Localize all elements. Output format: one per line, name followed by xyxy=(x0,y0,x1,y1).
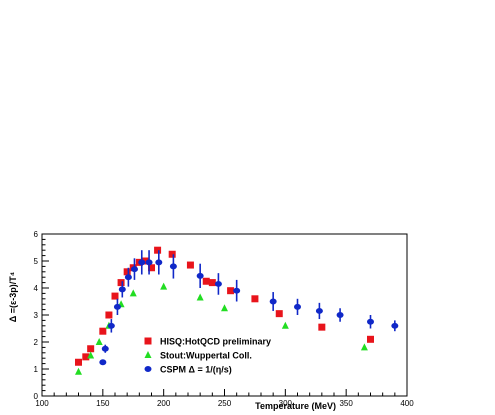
hisq-point xyxy=(168,250,176,258)
hisq-point xyxy=(367,335,374,343)
stout-point xyxy=(87,351,95,359)
cspm-point xyxy=(336,312,344,318)
y-tick-label: 4 xyxy=(34,284,39,293)
hisq-point xyxy=(123,268,131,276)
cspm-point xyxy=(130,266,138,273)
cspm-point xyxy=(101,345,109,352)
x-tick-label: 400 xyxy=(400,399,414,408)
cspm-point xyxy=(155,259,163,266)
cspm-point xyxy=(138,259,146,266)
series-circle xyxy=(99,250,399,366)
hisq-point xyxy=(148,264,155,272)
stout-point xyxy=(75,367,82,375)
x-tick-label: 350 xyxy=(339,399,353,408)
stout-point xyxy=(95,338,103,345)
y-tick-label: 5 xyxy=(34,257,39,266)
hisq-point xyxy=(208,279,216,287)
cspm-point xyxy=(233,287,241,294)
legend-label: CSPM Δ = 1/(η/s) xyxy=(160,365,232,375)
hisq-point xyxy=(227,287,235,295)
cspm-point xyxy=(169,263,177,270)
cspm-point xyxy=(107,322,115,329)
x-tick-label: 150 xyxy=(96,399,110,408)
legend-label: HISQ:HotQCD preliminary xyxy=(160,337,271,347)
series-square xyxy=(75,246,374,366)
x-axis-ticks: 100 150 200 250 300 350 400 xyxy=(35,389,414,408)
legend: HISQ:HotQCD preliminary Stout:Wuppertal C… xyxy=(144,337,271,375)
cspm-point xyxy=(315,307,323,314)
y-tick-label: 1 xyxy=(34,365,39,374)
hisq-point xyxy=(154,246,162,254)
y-tick-label: 2 xyxy=(34,338,39,347)
legend-label: Stout:Wuppertal Coll. xyxy=(160,351,252,361)
stout-point xyxy=(129,289,137,297)
stout-point xyxy=(281,321,289,329)
cspm-point xyxy=(269,298,277,305)
stout-point xyxy=(360,343,368,351)
legend-marker xyxy=(144,351,152,358)
cspm-point xyxy=(124,274,132,281)
hisq-point xyxy=(251,295,259,303)
hisq-point xyxy=(186,261,194,269)
y-axis-label: Δ =(ε-3p)/T⁴ xyxy=(8,272,18,322)
y-tick-label: 0 xyxy=(34,392,39,401)
y-axis-ticks: 0 1 2 3 4 5 6 xyxy=(34,230,49,401)
x-axis-label: Temperature (MeV) xyxy=(255,401,336,411)
stout-point xyxy=(221,304,228,312)
cspm-point xyxy=(214,280,222,287)
cspm-point xyxy=(294,303,301,310)
stout-point xyxy=(196,293,204,301)
hisq-point xyxy=(318,323,326,331)
series-layer xyxy=(75,246,399,375)
legend-marker xyxy=(144,337,152,345)
hisq-point xyxy=(111,292,119,300)
hisq-point xyxy=(99,327,107,335)
hisq-point xyxy=(202,277,210,285)
legend-marker xyxy=(144,366,152,372)
hisq-point xyxy=(75,358,82,366)
cspm-point xyxy=(118,286,126,293)
stout-point xyxy=(160,282,168,290)
x-tick-label: 300 xyxy=(279,399,293,408)
cspm-point xyxy=(367,318,374,325)
x-tick-label: 100 xyxy=(35,399,49,408)
hisq-point xyxy=(275,310,283,318)
y-tick-label: 3 xyxy=(34,311,39,320)
x-tick-label: 250 xyxy=(218,399,232,408)
cspm-point xyxy=(196,272,204,279)
cspm-point xyxy=(99,359,107,366)
hisq-point xyxy=(82,353,90,361)
hisq-point xyxy=(105,311,113,319)
hisq-point xyxy=(117,279,125,287)
x-tick-label: 200 xyxy=(157,399,171,408)
y-tick-label: 6 xyxy=(34,230,39,239)
cspm-point xyxy=(113,303,121,310)
cspm-point xyxy=(145,259,153,266)
hisq-point xyxy=(87,345,95,353)
cspm-point xyxy=(391,322,399,329)
hisq-point xyxy=(141,257,149,265)
